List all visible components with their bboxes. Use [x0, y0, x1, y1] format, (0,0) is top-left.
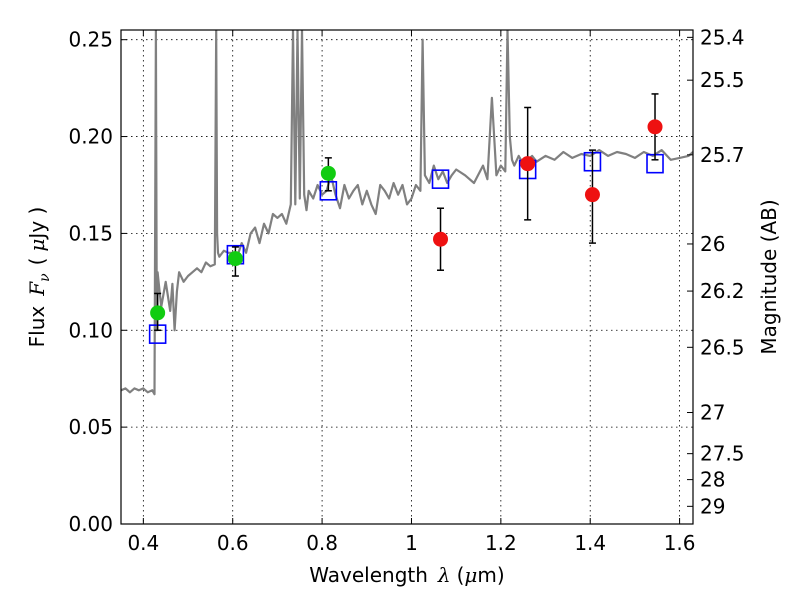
x-tick-label: 1.6	[664, 531, 696, 555]
x-tick-label: 1.4	[574, 531, 606, 555]
observed-point-green	[150, 305, 166, 321]
y2-tick-label: 27	[700, 401, 725, 425]
y2-tick-label: 26.2	[700, 279, 745, 303]
y2-tick-label: 25.5	[700, 68, 745, 92]
x-tick-label: 1	[405, 531, 418, 555]
y-tick-label: 0.15	[68, 221, 113, 245]
model-flux-box	[431, 169, 450, 189]
observed-point-red	[433, 231, 449, 247]
observed-point-red	[584, 187, 600, 203]
y-tick-label: 0.20	[68, 125, 113, 149]
y-tick-label: 0.25	[68, 28, 113, 52]
y2-tick-label: 25.7	[700, 143, 745, 167]
y-axis-label: FluxFν(μJy )	[25, 207, 53, 348]
y2-tick-label: 25.4	[700, 25, 745, 49]
y2-tick-label: 27.5	[700, 442, 745, 466]
y-tick-label: 0.05	[68, 415, 113, 439]
x-tick-label: 0.8	[306, 531, 338, 555]
y2-tick-label: 26.5	[700, 335, 745, 359]
observed-point-green	[227, 251, 243, 267]
plot-area	[121, 30, 693, 396]
y2-axis-label: Magnitude (AB)	[757, 199, 781, 354]
y2-tick-label: 28	[700, 468, 725, 492]
observed-point-red	[520, 156, 536, 172]
y-tick-label: 0.10	[68, 318, 113, 342]
grid	[121, 30, 693, 525]
x-axis-label: Wavelength λ (μm)	[309, 563, 504, 587]
x-tick-label: 0.6	[217, 531, 249, 555]
y2-tick-label: 26	[700, 232, 725, 256]
y2-tick-label: 29	[700, 494, 725, 518]
y-tick-label: 0.00	[68, 512, 113, 536]
x-tick-label: 1.2	[485, 531, 517, 555]
ticks: 0.4 0.6 0.8 1 1.2 1.4 1.6 0.00 0.05 0.10 0.15 0.20 0…	[68, 25, 744, 555]
model-spectrum-line	[121, 30, 693, 396]
plot-frame	[120, 29, 694, 525]
observed-point-red	[647, 119, 663, 135]
observed-point-green	[320, 165, 336, 181]
x-tick-label: 0.4	[127, 531, 159, 555]
